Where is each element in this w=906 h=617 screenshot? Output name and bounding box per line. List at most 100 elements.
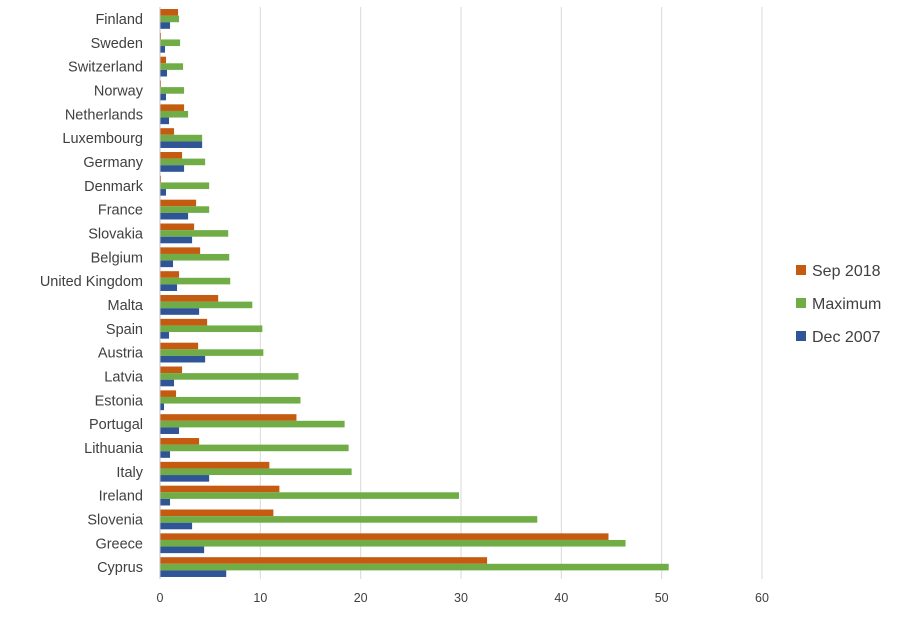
bar-sep-2018 — [160, 32, 162, 40]
bar-sep-2018 — [160, 295, 219, 302]
bar-maximum — [160, 39, 181, 47]
bar-dec-2007 — [160, 546, 205, 554]
bar-maximum — [160, 349, 264, 356]
legend-swatch — [796, 298, 806, 308]
bar-dec-2007 — [160, 284, 178, 291]
bar-dec-2007 — [160, 260, 174, 268]
bar-maximum — [160, 110, 189, 118]
x-tick-label: 0 — [157, 591, 164, 605]
bar-sep-2018 — [160, 438, 200, 445]
category-label: Slovakia — [88, 226, 144, 242]
category-label: Malta — [108, 298, 144, 314]
category-label: Germany — [83, 155, 143, 171]
bar-dec-2007 — [160, 403, 165, 411]
x-tick-label: 50 — [655, 591, 669, 605]
bar-maximum — [160, 373, 299, 380]
bar-maximum — [160, 516, 538, 523]
legend: Sep 2018 Maximum Dec 2007 — [796, 263, 881, 346]
bar-dec-2007 — [160, 427, 180, 434]
category-label: France — [98, 203, 143, 219]
bars — [160, 9, 669, 577]
bar-sep-2018 — [160, 247, 201, 254]
bar-sep-2018 — [160, 390, 177, 397]
bar-maximum — [160, 230, 229, 237]
x-tick-label: 60 — [755, 591, 769, 605]
gridlines — [259, 7, 763, 579]
bar-dec-2007 — [160, 236, 193, 244]
category-label: Latvia — [104, 369, 144, 385]
bar-maximum — [160, 444, 349, 452]
legend-label: Maximum — [812, 296, 881, 313]
category-label: Spain — [106, 322, 143, 338]
category-label: Portugal — [89, 417, 143, 433]
bar-sep-2018 — [160, 342, 199, 350]
bar-sep-2018 — [160, 152, 183, 159]
category-label: Estonia — [95, 393, 144, 409]
bar-maximum — [160, 182, 210, 190]
bar-dec-2007 — [160, 117, 170, 125]
bar-maximum — [160, 206, 210, 213]
legend-label: Sep 2018 — [812, 263, 881, 280]
bar-sep-2018 — [160, 366, 183, 374]
x-tick-label: 30 — [454, 591, 468, 605]
bar-sep-2018 — [160, 318, 208, 326]
legend-swatch — [796, 331, 806, 341]
legend-swatch — [796, 265, 806, 275]
bar-dec-2007 — [160, 332, 170, 339]
bar-sep-2018 — [160, 557, 488, 564]
bar-sep-2018 — [160, 509, 274, 517]
bar-sep-2018 — [160, 461, 270, 469]
category-label: Finland — [95, 12, 143, 28]
bar-sep-2018 — [160, 223, 195, 231]
category-labels: Finland Sweden Switzerland Norway Netherland… — [40, 12, 144, 576]
bar-dec-2007 — [160, 308, 200, 315]
category-label: Netherlands — [65, 107, 143, 123]
bar-sep-2018 — [160, 414, 297, 421]
bar-dec-2007 — [160, 22, 171, 29]
bar-dec-2007 — [160, 475, 210, 482]
bar-sep-2018 — [160, 9, 179, 16]
bar-maximum — [160, 15, 180, 23]
bar-maximum — [160, 492, 459, 499]
bar-dec-2007 — [160, 46, 166, 53]
bar-maximum — [160, 158, 206, 166]
bar-maximum — [160, 87, 185, 94]
bar-maximum — [160, 396, 301, 404]
category-label: Luxembourg — [62, 131, 143, 147]
bar-sep-2018 — [160, 56, 167, 64]
bar-sep-2018 — [160, 485, 280, 493]
bar-maximum — [160, 277, 231, 285]
bar-maximum — [160, 420, 345, 428]
bar-maximum — [160, 301, 253, 309]
bar-sep-2018 — [160, 199, 197, 207]
bar-dec-2007 — [160, 69, 168, 77]
bar-sep-2018 — [160, 271, 180, 278]
bar-sep-2018 — [160, 80, 162, 88]
category-label: Switzerland — [68, 60, 143, 76]
bar-maximum — [160, 563, 669, 571]
bar-sep-2018 — [160, 533, 609, 540]
bar-maximum — [160, 539, 626, 547]
bar-dec-2007 — [160, 141, 203, 148]
bar-maximum — [160, 253, 230, 261]
category-label: Lithuania — [84, 441, 144, 457]
category-label: Austria — [98, 346, 144, 362]
category-label: Norway — [94, 83, 144, 99]
bar-dec-2007 — [160, 570, 227, 577]
bar-dec-2007 — [160, 165, 185, 172]
category-label: Sweden — [91, 36, 143, 52]
bar-sep-2018 — [160, 175, 162, 183]
bar-sep-2018 — [160, 128, 175, 135]
bar-maximum — [160, 134, 203, 142]
bar-maximum — [160, 325, 263, 333]
bar-dec-2007 — [160, 451, 171, 458]
category-label: Belgium — [91, 250, 143, 266]
bar-sep-2018 — [160, 104, 185, 111]
bar-dec-2007 — [160, 498, 171, 506]
bar-dec-2007 — [160, 355, 206, 363]
bar-dec-2007 — [160, 212, 189, 220]
category-label: Greece — [95, 536, 143, 552]
bar-dec-2007 — [160, 93, 167, 101]
x-tick-labels: 0 10 20 30 40 50 60 — [157, 591, 769, 605]
